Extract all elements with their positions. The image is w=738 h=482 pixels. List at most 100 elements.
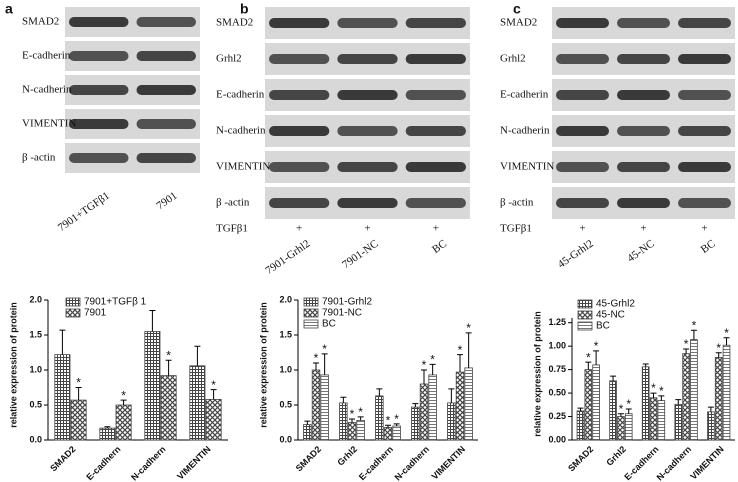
error-bar	[675, 399, 682, 405]
bar	[99, 427, 116, 441]
significance-star: *	[121, 388, 126, 402]
bar	[419, 383, 429, 441]
error-bar	[120, 399, 127, 405]
band	[337, 90, 398, 100]
legend-swatch	[303, 319, 319, 329]
legend-label: 7901-NC	[322, 308, 362, 319]
error-bar	[715, 352, 722, 358]
bar	[311, 369, 321, 441]
bar	[115, 404, 132, 441]
bar	[641, 366, 650, 441]
error-bar	[59, 329, 66, 355]
error-bar	[593, 350, 600, 365]
legend-swatch	[303, 308, 319, 318]
band	[617, 162, 670, 172]
significance-star: *	[651, 381, 656, 395]
bar	[617, 416, 625, 441]
significance-star: *	[422, 358, 427, 372]
y-tick-label: 1.00	[548, 341, 566, 351]
error-bar	[165, 359, 172, 376]
bar	[428, 374, 437, 441]
significance-star: *	[458, 343, 463, 357]
error-bar	[658, 395, 665, 401]
band	[556, 90, 609, 100]
x-tick-label: N-cadhern	[129, 444, 168, 482]
band	[678, 162, 731, 172]
bar	[392, 425, 401, 441]
bar	[657, 400, 666, 441]
band	[337, 162, 398, 172]
lane-label: 7901	[155, 190, 180, 212]
legend-label: 7901-Grhl2	[322, 297, 372, 308]
error-bar	[723, 337, 730, 346]
blot-row-label: VIMENTIN	[216, 161, 270, 173]
blot-row-label: β -actin	[22, 152, 56, 164]
blot-row-label: N-cadherin	[22, 84, 72, 96]
blot-row-label: β -actin	[216, 197, 250, 209]
blot-row-label: VIMENTIN	[22, 118, 76, 130]
bar	[205, 398, 222, 441]
band	[136, 85, 196, 95]
band	[136, 17, 196, 27]
significance-star: *	[166, 348, 171, 362]
band	[556, 126, 609, 136]
band	[617, 198, 670, 208]
significance-star: *	[619, 402, 624, 416]
error-bar	[610, 375, 617, 381]
error-bar	[429, 363, 436, 375]
band	[269, 18, 330, 28]
treatment-mark: +	[701, 223, 707, 235]
y-tick-label: 1.5	[279, 329, 292, 339]
bar	[411, 406, 420, 441]
y-tick-label: 0.5	[279, 399, 292, 409]
y-tick-label: 2.0	[29, 294, 42, 304]
blot-row-label: N-cadherin	[500, 125, 550, 137]
lane-label: 7901+TGFβ1	[56, 190, 112, 234]
band	[556, 162, 609, 172]
band	[678, 18, 731, 28]
significance-star: *	[76, 376, 81, 390]
band	[69, 85, 129, 95]
band	[269, 54, 330, 64]
legend-label: 7901+TGFβ 1	[84, 297, 147, 308]
y-tick-label: 0.50	[548, 387, 566, 397]
y-tick-label: 0.00	[548, 434, 566, 444]
blot-row-label: N-cadherin	[216, 125, 266, 137]
legend-swatch	[303, 297, 319, 307]
bar	[464, 367, 473, 441]
error-bar	[421, 369, 427, 384]
significance-star: *	[626, 397, 631, 411]
band	[69, 119, 129, 129]
x-tick-label: E-cadhern	[84, 444, 122, 482]
bar	[624, 413, 633, 441]
band	[556, 18, 609, 28]
significance-star: *	[350, 407, 355, 421]
y-axis-label: relative expression of protein	[258, 302, 268, 428]
blot-row-label: Grhl2	[216, 53, 242, 65]
band	[405, 54, 466, 64]
x-tick-label: VIMENTIN	[430, 444, 467, 481]
band	[337, 198, 398, 208]
panel-letter: a	[5, 1, 13, 17]
significance-star: *	[358, 405, 363, 419]
band	[337, 18, 398, 28]
lane-label: 7901-Grhl2	[263, 238, 312, 277]
band	[405, 162, 466, 172]
band	[556, 54, 609, 64]
error-bar	[376, 388, 383, 396]
y-tick-label: 2.0	[279, 294, 292, 304]
significance-star: *	[211, 378, 216, 392]
x-tick-label: SMAD2	[48, 444, 77, 473]
treatment-label: TGFβ1	[500, 223, 532, 235]
legend-label: 45-Grhl2	[596, 299, 635, 310]
band	[617, 90, 670, 100]
error-bar	[194, 345, 201, 366]
band	[556, 198, 609, 208]
y-tick-label: 1.5	[29, 329, 42, 339]
y-tick-label: 0.5	[29, 399, 42, 409]
legend-label: BC	[322, 319, 336, 330]
y-tick-label: 1.0	[29, 364, 42, 374]
band	[136, 51, 196, 61]
legend-label: 45-NC	[596, 310, 625, 321]
